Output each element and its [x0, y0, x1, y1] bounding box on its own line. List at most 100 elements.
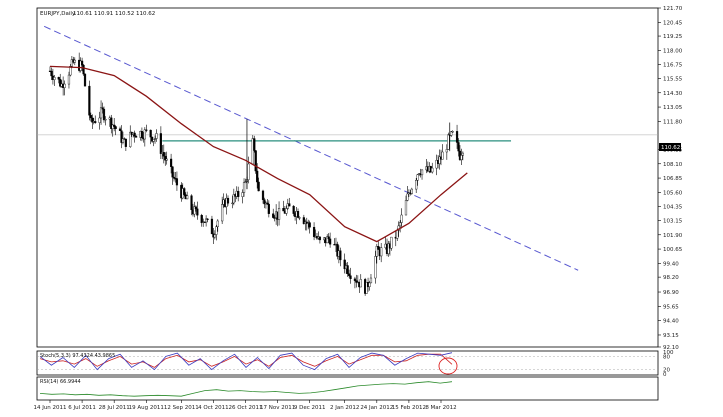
x-tick-label: 19 Aug 2011 — [129, 405, 164, 411]
candle-body — [203, 221, 206, 223]
moving-average-line — [49, 65, 468, 243]
candle-body — [312, 226, 316, 237]
candle-body — [374, 256, 377, 279]
stoch-level-label: 0 — [663, 372, 667, 378]
x-tick-label: 8 Mar 2012 — [425, 405, 456, 411]
candle-body — [336, 243, 339, 257]
candle-body — [232, 194, 235, 204]
candle-body — [410, 188, 413, 194]
candle-body — [70, 59, 73, 67]
candle-body — [242, 182, 246, 193]
candle-body — [102, 108, 106, 121]
candle-body — [165, 158, 168, 161]
candle-body — [226, 197, 230, 204]
candle-body — [101, 107, 104, 110]
candle-body — [73, 59, 76, 63]
candle-body — [431, 167, 434, 173]
candle-body — [390, 236, 393, 249]
candle-body — [210, 218, 214, 235]
candle-body — [111, 124, 114, 129]
candle-body — [257, 181, 260, 192]
candle-body — [69, 66, 72, 76]
candle-body — [247, 163, 250, 180]
x-tick-label: 17 Nov 2011 — [260, 405, 295, 411]
candle-body — [455, 131, 459, 143]
y-tick-label: 121.70 — [663, 6, 683, 12]
candle-body — [441, 151, 444, 160]
candle-body — [460, 155, 463, 160]
candle-body — [57, 77, 60, 80]
candle-body — [155, 133, 158, 139]
candle-body — [67, 74, 71, 85]
x-tick-label: 9 Dec 2011 — [294, 405, 326, 411]
candle-body — [140, 131, 144, 138]
stoch-annotation-circle — [438, 357, 458, 375]
candle-body — [94, 121, 97, 123]
candle-body — [196, 208, 199, 216]
candle-body — [129, 131, 132, 147]
x-tick-label: 14 Jun 2011 — [33, 405, 66, 411]
y-tick-label: 92.10 — [663, 345, 679, 351]
stoch-level-label: 80 — [663, 354, 670, 360]
candle-body — [308, 222, 311, 228]
x-tick-label: 15 Feb 2012 — [392, 405, 426, 411]
chart-title: EURJPY,Daily — [40, 11, 76, 17]
candle-body — [120, 130, 123, 143]
candle-body — [143, 129, 146, 140]
candle-body — [215, 226, 218, 235]
y-tick-label: 96.90 — [663, 290, 679, 296]
candle-body — [277, 208, 281, 220]
y-tick-label: 104.35 — [663, 205, 683, 211]
candle-body — [375, 246, 378, 257]
candle-body — [190, 195, 193, 211]
candle-body — [292, 205, 295, 214]
x-tick-label: 26 Oct 2011 — [228, 405, 262, 411]
candle-body — [83, 73, 87, 87]
candle-body — [124, 138, 127, 147]
candle-body — [359, 279, 362, 288]
candle-body — [183, 188, 186, 195]
candle-body — [171, 166, 174, 178]
candle-body — [415, 180, 418, 190]
y-tick-label: 119.25 — [663, 34, 683, 40]
candle-body — [365, 282, 368, 294]
candle-body — [406, 193, 409, 201]
candle-body — [99, 107, 103, 119]
candle-body — [346, 265, 349, 274]
candle-body — [318, 236, 322, 241]
y-tick-label: 111.80 — [663, 119, 683, 125]
candle-body — [327, 236, 330, 240]
candle-body — [296, 211, 300, 218]
y-tick-label: 106.85 — [663, 176, 683, 182]
y-tick-label: 101.90 — [663, 233, 683, 239]
candle-body — [380, 247, 383, 257]
candle-body — [288, 203, 291, 207]
y-tick-label: 105.60 — [663, 190, 683, 196]
candle-body — [88, 85, 91, 116]
candle-body — [298, 217, 301, 219]
candle-body — [110, 117, 113, 129]
candle-body — [457, 142, 460, 152]
candle-body — [266, 202, 269, 205]
candle-body — [396, 230, 399, 239]
y-tick-label: 113.05 — [663, 105, 683, 111]
candle-body — [400, 214, 403, 223]
candle-body — [438, 156, 441, 164]
y-tick-label: 120.45 — [663, 20, 683, 26]
y-tick-label: 108.10 — [663, 162, 683, 168]
y-tick-label: 115.55 — [663, 76, 683, 82]
candle-body — [404, 200, 408, 216]
x-tick-label: 4 Oct 2011 — [198, 405, 229, 411]
candle-body — [205, 218, 208, 223]
candle-body — [104, 119, 107, 121]
candle-body — [53, 77, 56, 80]
candle-body — [253, 138, 256, 151]
x-tick-label: 24 Jan 2012 — [360, 405, 393, 411]
current-price-badge: 110.62 — [661, 145, 680, 151]
candle-body — [193, 206, 196, 215]
x-tick-label: 28 Jul 2011 — [99, 405, 130, 411]
y-tick-label: 100.65 — [663, 247, 683, 253]
candle-body — [353, 278, 357, 281]
candle-body — [216, 220, 219, 227]
